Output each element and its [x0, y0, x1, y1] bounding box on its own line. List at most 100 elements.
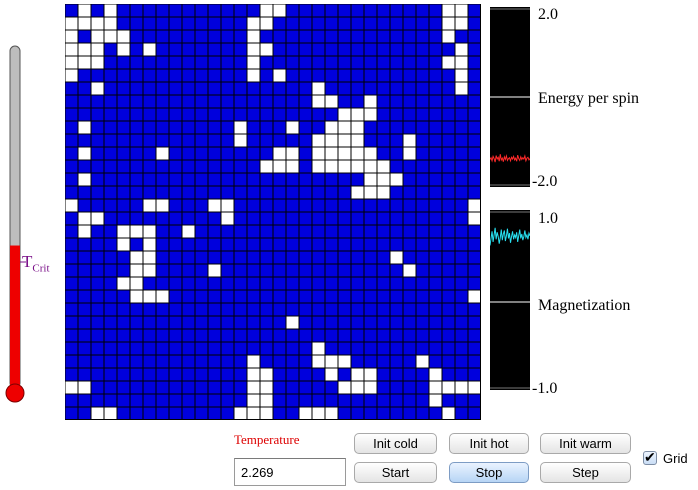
- critical-temperature-label: TCrit: [22, 252, 50, 275]
- spin-up-cell: [364, 95, 377, 108]
- spin-up-cell: [65, 381, 78, 394]
- spin-up-cell: [91, 407, 104, 420]
- spin-up-cell: [338, 121, 351, 134]
- spin-up-cell: [117, 43, 130, 56]
- spin-up-cell: [455, 43, 468, 56]
- spin-up-cell: [104, 30, 117, 43]
- spin-up-cell: [130, 251, 143, 264]
- stop-button[interactable]: Stop: [449, 462, 529, 483]
- init-warm-button[interactable]: Init warm: [540, 433, 631, 454]
- spin-up-cell: [442, 407, 455, 420]
- spin-up-cell: [156, 147, 169, 160]
- spin-up-cell: [247, 381, 260, 394]
- spin-up-cell: [390, 251, 403, 264]
- spin-up-cell: [364, 368, 377, 381]
- spin-up-cell: [78, 225, 91, 238]
- spin-up-cell: [260, 394, 273, 407]
- spin-up-cell: [312, 160, 325, 173]
- spin-up-cell: [325, 147, 338, 160]
- spin-up-cell: [247, 368, 260, 381]
- spin-up-cell: [364, 186, 377, 199]
- spin-up-cell: [442, 17, 455, 30]
- spin-up-cell: [351, 108, 364, 121]
- energy-ymin-label: -2.0: [532, 173, 558, 190]
- spin-up-cell: [377, 160, 390, 173]
- spin-up-cell: [78, 17, 91, 30]
- spin-up-cell: [117, 238, 130, 251]
- spin-up-cell: [65, 17, 78, 30]
- spin-up-cell: [130, 225, 143, 238]
- spin-up-cell: [260, 381, 273, 394]
- spin-up-cell: [104, 407, 117, 420]
- spin-up-cell: [312, 407, 325, 420]
- spin-up-cell: [247, 30, 260, 43]
- init-hot-button[interactable]: Init hot: [449, 433, 529, 454]
- spin-up-cell: [351, 368, 364, 381]
- spin-up-cell: [364, 381, 377, 394]
- spin-up-cell: [338, 381, 351, 394]
- spin-up-cell: [117, 277, 130, 290]
- spin-up-cell: [325, 407, 338, 420]
- spin-up-cell: [351, 134, 364, 147]
- magnetization-ymin-label: -1.0: [532, 380, 558, 397]
- spin-up-cell: [286, 316, 299, 329]
- spin-up-cell: [143, 225, 156, 238]
- temperature-input[interactable]: [234, 458, 346, 486]
- spin-up-cell: [78, 4, 91, 17]
- spin-up-cell: [221, 212, 234, 225]
- spin-up-cell: [65, 69, 78, 82]
- spin-up-cell: [299, 407, 312, 420]
- spin-up-cell: [325, 134, 338, 147]
- spin-up-cell: [364, 108, 377, 121]
- spin-up-cell: [273, 147, 286, 160]
- spin-up-cell: [143, 238, 156, 251]
- grid-checkbox-label[interactable]: Grid: [663, 451, 688, 466]
- spin-up-cell: [468, 212, 481, 225]
- spin-up-cell: [234, 407, 247, 420]
- spin-up-cell: [143, 251, 156, 264]
- spin-up-cell: [351, 147, 364, 160]
- spin-up-cell: [208, 199, 221, 212]
- spin-up-cell: [429, 368, 442, 381]
- spin-up-cell: [156, 199, 169, 212]
- spin-up-cell: [247, 355, 260, 368]
- grid-checkbox[interactable]: ✔: [643, 449, 657, 465]
- spin-up-cell: [143, 43, 156, 56]
- spin-up-cell: [468, 290, 481, 303]
- spin-up-cell: [104, 4, 117, 17]
- spin-up-cell: [286, 147, 299, 160]
- step-button[interactable]: Step: [540, 462, 631, 483]
- spin-up-cell: [286, 160, 299, 173]
- spin-lattice[interactable]: [65, 4, 481, 420]
- spin-up-cell: [403, 147, 416, 160]
- spin-up-cell: [338, 134, 351, 147]
- spin-up-cell: [403, 264, 416, 277]
- spin-up-cell: [247, 407, 260, 420]
- spin-up-cell: [364, 160, 377, 173]
- temperature-label: Temperature: [234, 432, 300, 447]
- spin-up-cell: [208, 264, 221, 277]
- spin-up-cell: [351, 381, 364, 394]
- spin-up-cell: [117, 225, 130, 238]
- spin-up-cell: [312, 355, 325, 368]
- spin-up-cell: [91, 43, 104, 56]
- spin-up-cell: [260, 4, 273, 17]
- spin-up-cell: [65, 56, 78, 69]
- temperature-thermometer[interactable]: [0, 40, 60, 410]
- spin-up-cell: [247, 56, 260, 69]
- spin-up-cell: [143, 199, 156, 212]
- spin-up-cell: [78, 43, 91, 56]
- spin-up-cell: [65, 30, 78, 43]
- start-button[interactable]: Start: [354, 462, 437, 483]
- energy-plot-label: Energy per spin: [538, 90, 640, 107]
- spin-up-cell: [78, 147, 91, 160]
- spin-up-cell: [351, 121, 364, 134]
- spin-up-cell: [364, 173, 377, 186]
- init-cold-button[interactable]: Init cold: [354, 433, 437, 454]
- energy-ymax-label: 2.0: [538, 6, 558, 23]
- spin-up-cell: [78, 56, 91, 69]
- spin-up-cell: [143, 290, 156, 303]
- spin-up-cell: [117, 30, 130, 43]
- spin-up-cell: [312, 147, 325, 160]
- spin-up-cell: [78, 381, 91, 394]
